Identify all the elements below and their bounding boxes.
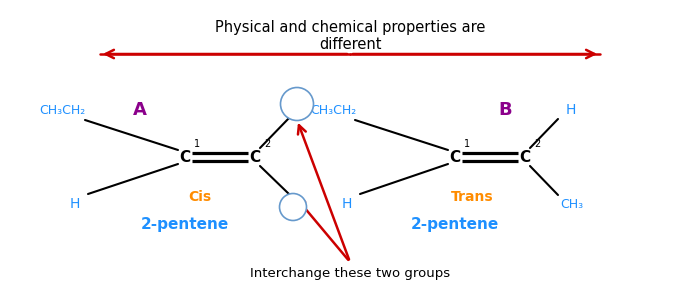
Text: H: H: [288, 201, 298, 213]
Text: C: C: [179, 150, 190, 164]
Text: C: C: [449, 150, 461, 164]
Text: H: H: [342, 197, 352, 211]
Text: Interchange these two groups: Interchange these two groups: [250, 267, 450, 281]
Text: CH₃CH₂: CH₃CH₂: [310, 103, 356, 117]
Text: Physical and chemical properties are
different: Physical and chemical properties are dif…: [215, 20, 485, 52]
Text: Cis: Cis: [188, 190, 211, 204]
Text: 2: 2: [534, 139, 540, 149]
Text: 2: 2: [264, 139, 270, 149]
Text: H: H: [70, 197, 80, 211]
Text: Trans: Trans: [451, 190, 494, 204]
Text: C: C: [519, 150, 531, 164]
Text: CH₃CH₂: CH₃CH₂: [39, 103, 85, 117]
Circle shape: [281, 88, 314, 121]
Text: 1: 1: [464, 139, 470, 149]
Text: CH₃: CH₃: [561, 199, 584, 211]
Text: C: C: [249, 150, 260, 164]
Text: B: B: [498, 101, 512, 119]
Text: CH₃: CH₃: [286, 98, 308, 110]
Text: 1: 1: [194, 139, 200, 149]
Text: 2-pentene: 2-pentene: [411, 216, 499, 232]
Text: 2-pentene: 2-pentene: [141, 216, 229, 232]
Text: H: H: [566, 103, 576, 117]
Circle shape: [279, 194, 307, 220]
Text: A: A: [133, 101, 147, 119]
